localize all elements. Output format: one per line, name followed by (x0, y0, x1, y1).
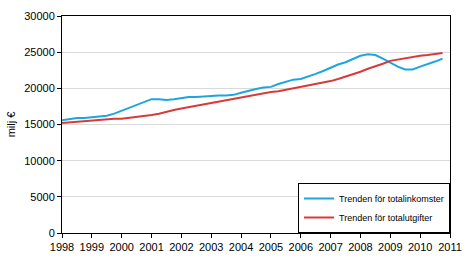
svg-text:Trenden för totalinkomster: Trenden för totalinkomster (339, 194, 444, 204)
svg-text:0: 0 (49, 227, 55, 239)
svg-text:2008: 2008 (348, 241, 372, 253)
svg-text:2004: 2004 (229, 241, 253, 253)
svg-text:2002: 2002 (169, 241, 193, 253)
svg-text:10000: 10000 (24, 155, 55, 167)
svg-text:2011: 2011 (438, 241, 462, 253)
svg-text:2001: 2001 (139, 241, 163, 253)
svg-text:Trenden för totalutgifter: Trenden för totalutgifter (339, 213, 432, 223)
svg-text:2007: 2007 (318, 241, 342, 253)
svg-text:15000: 15000 (24, 118, 55, 130)
svg-text:20000: 20000 (24, 82, 55, 94)
svg-text:milj €: milj € (5, 112, 17, 138)
svg-text:1999: 1999 (80, 241, 104, 253)
svg-text:30000: 30000 (24, 10, 55, 22)
svg-text:2010: 2010 (408, 241, 432, 253)
svg-text:2000: 2000 (109, 241, 133, 253)
svg-text:2005: 2005 (259, 241, 283, 253)
svg-text:2006: 2006 (289, 241, 313, 253)
svg-text:5000: 5000 (30, 191, 54, 203)
svg-text:2009: 2009 (378, 241, 402, 253)
svg-text:2003: 2003 (199, 241, 223, 253)
svg-text:1998: 1998 (50, 241, 74, 253)
svg-text:25000: 25000 (24, 46, 55, 58)
